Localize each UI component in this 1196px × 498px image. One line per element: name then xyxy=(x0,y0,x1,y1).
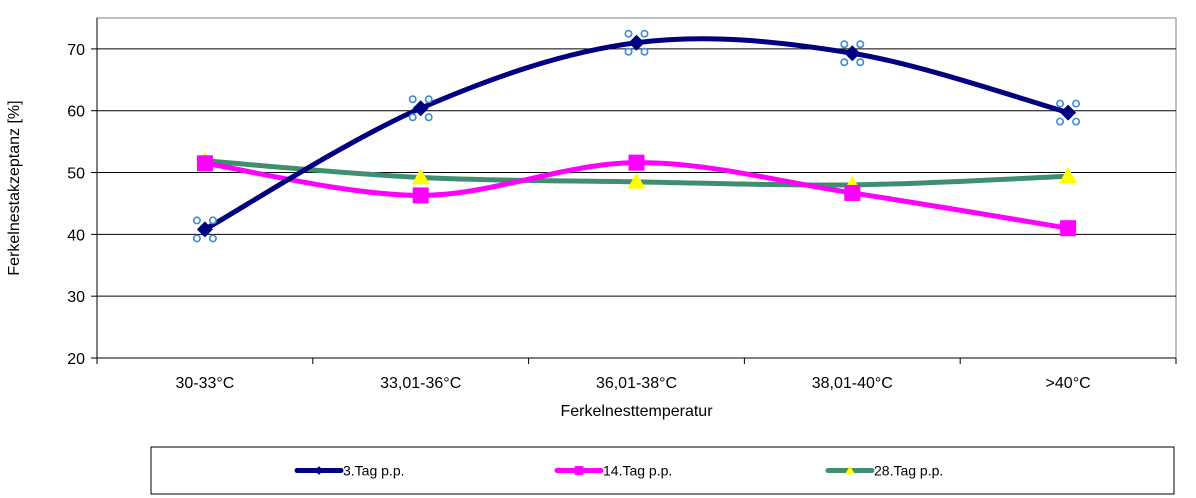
selection-handle xyxy=(192,234,201,243)
legend-swatch-marker xyxy=(845,465,855,475)
data-point[interactable] xyxy=(628,154,645,171)
data-point[interactable] xyxy=(627,172,646,189)
selection-handle xyxy=(208,216,217,225)
selection-handle xyxy=(1056,99,1065,108)
selection-handle xyxy=(840,58,849,67)
y-tick-label: 70 xyxy=(67,42,85,59)
selection-handle xyxy=(640,47,649,56)
y-tick-label: 60 xyxy=(67,104,85,121)
selection-handles xyxy=(1056,99,1081,126)
selection-handle xyxy=(624,29,633,38)
x-axis-title: Ferkelnesttemperatur xyxy=(560,403,713,420)
selection-handles xyxy=(408,95,433,122)
data-point[interactable] xyxy=(1060,104,1077,121)
x-tick-label: 36,01-38°C xyxy=(596,375,677,392)
legend-item-2[interactable]: 14.Tag p.p. xyxy=(554,463,672,479)
selection-handle xyxy=(408,113,417,122)
y-axis-title: Ferkelnestakzeptanz [%] xyxy=(6,100,23,275)
y-tick-label: 30 xyxy=(67,289,85,306)
x-tick-label: >40°C xyxy=(1046,375,1091,392)
selection-handle xyxy=(208,234,217,243)
y-tick-label: 20 xyxy=(67,351,85,368)
legend-label: 14.Tag p.p. xyxy=(603,463,672,479)
selection-handle xyxy=(1072,99,1081,108)
selection-handle xyxy=(840,40,849,49)
selection-handle xyxy=(624,47,633,56)
legend[interactable]: 3.Tag p.p. 14.Tag p.p. 28.Tag p.p. xyxy=(150,446,1175,495)
selection-handle xyxy=(1072,117,1081,126)
selection-handle xyxy=(1056,117,1065,126)
legend-label: 3.Tag p.p. xyxy=(343,463,405,479)
data-point[interactable] xyxy=(1059,167,1078,184)
data-point[interactable] xyxy=(196,221,213,238)
data-point[interactable] xyxy=(412,187,429,204)
selection-handle xyxy=(192,216,201,225)
legend-item-3[interactable]: 28.Tag p.p. xyxy=(825,463,943,479)
series-2[interactable] xyxy=(196,154,1077,237)
selection-handle xyxy=(856,40,865,49)
x-tick-label: 30-33°C xyxy=(175,375,234,392)
series-1[interactable] xyxy=(192,29,1081,243)
data-point[interactable] xyxy=(411,168,430,185)
data-point[interactable] xyxy=(1060,220,1077,237)
selection-handle xyxy=(408,95,417,104)
data-point[interactable] xyxy=(844,45,861,62)
data-point[interactable] xyxy=(196,155,213,172)
selection-handle xyxy=(856,58,865,67)
selection-handle xyxy=(424,95,433,104)
y-tick-label: 40 xyxy=(67,227,85,244)
x-tick-label: 33,01-36°C xyxy=(380,375,461,392)
y-tick-label: 50 xyxy=(67,166,85,183)
data-point[interactable] xyxy=(412,100,429,117)
selection-handles xyxy=(192,216,217,243)
data-point[interactable] xyxy=(628,34,645,51)
selection-handles xyxy=(624,29,649,56)
x-tick-label: 38,01-40°C xyxy=(812,375,893,392)
selection-handle xyxy=(424,113,433,122)
legend-swatch-marker xyxy=(574,466,584,475)
axes: 20 30 40 50 60 70 30-33°C 33,01-36°C 36,01-38°C 3… xyxy=(67,18,1177,392)
series-layer xyxy=(192,29,1081,243)
selection-handle xyxy=(640,29,649,38)
legend-item-1[interactable]: 3.Tag p.p. xyxy=(294,463,405,479)
data-point[interactable] xyxy=(844,184,861,201)
selection-handles xyxy=(840,40,865,67)
legend-label: 28.Tag p.p. xyxy=(874,463,943,479)
